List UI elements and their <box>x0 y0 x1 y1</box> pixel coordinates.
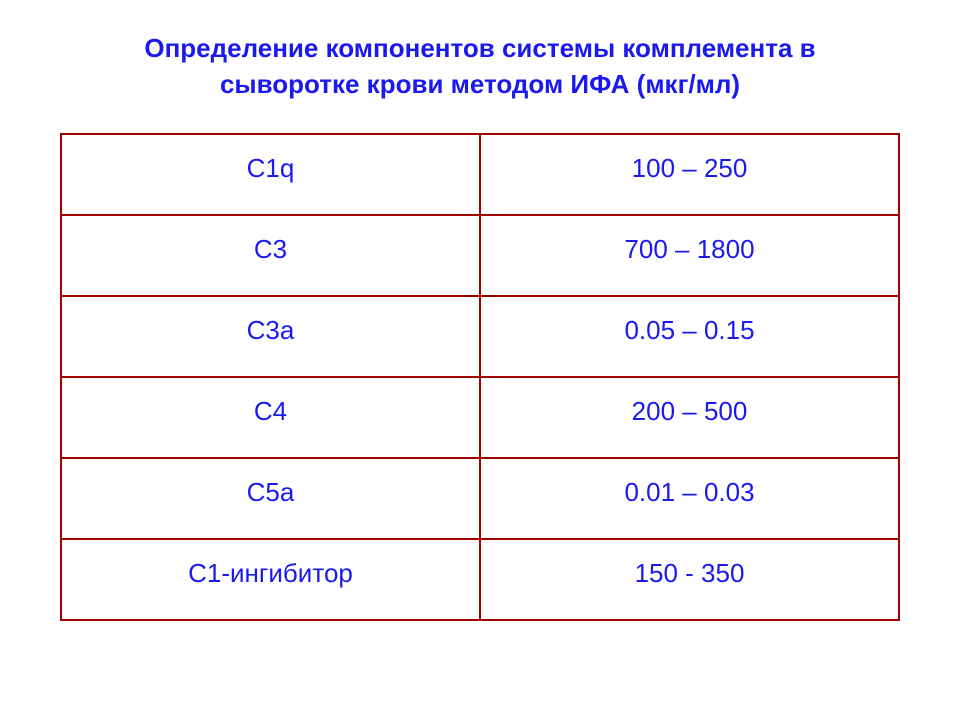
component-value-cell: 200 – 500 <box>480 377 899 458</box>
component-value-cell: 0.05 – 0.15 <box>480 296 899 377</box>
table-row: С1q 100 – 250 <box>61 134 899 215</box>
table-body: С1q 100 – 250 С3 700 – 1800 С3а 0.05 – 0… <box>61 134 899 620</box>
table-row: С4 200 – 500 <box>61 377 899 458</box>
component-value-cell: 100 – 250 <box>480 134 899 215</box>
component-label-cell: С3а <box>61 296 480 377</box>
component-label-cell: С4 <box>61 377 480 458</box>
component-value-cell: 0.01 – 0.03 <box>480 458 899 539</box>
component-label-cell: С1q <box>61 134 480 215</box>
complement-table: С1q 100 – 250 С3 700 – 1800 С3а 0.05 – 0… <box>60 133 900 621</box>
table-row: С3 700 – 1800 <box>61 215 899 296</box>
table-row: С1-ингибитор 150 - 350 <box>61 539 899 620</box>
table-row: С5а 0.01 – 0.03 <box>61 458 899 539</box>
component-label-cell: С3 <box>61 215 480 296</box>
table-row: С3а 0.05 – 0.15 <box>61 296 899 377</box>
component-value-cell: 700 – 1800 <box>480 215 899 296</box>
component-value-cell: 150 - 350 <box>480 539 899 620</box>
component-label-cell: С5а <box>61 458 480 539</box>
page-title: Определение компонентов системы комплеме… <box>60 30 900 103</box>
component-label-cell: С1-ингибитор <box>61 539 480 620</box>
